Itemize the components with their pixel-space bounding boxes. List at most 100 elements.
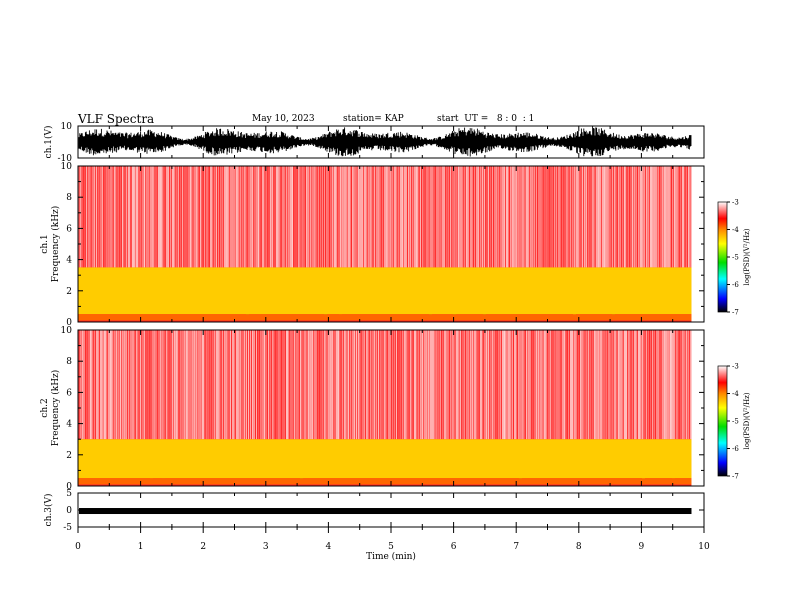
spectrogram-1-speckle [118,166,120,268]
spectrogram-2-speckle [414,330,417,440]
spectrogram-2-speckle [92,330,94,440]
spectrogram-2-speckle [392,330,394,440]
spectrogram-1-speckle [250,166,253,268]
spectrogram-2-speckle [228,330,231,440]
spectrogram-1-speckle [452,166,455,268]
ylabel: ch.3(V) [43,494,54,527]
spectrogram-1-speckle [280,166,282,268]
spectrogram-1-speckle [242,166,244,268]
spectrogram-1-speckle [308,166,310,268]
spectrogram-1-speckle [622,166,624,268]
spectrogram-2-speckle [548,330,551,440]
spectrogram-1-speckle [440,166,442,268]
spectrogram-2-speckle [326,330,329,440]
spectrogram-1-speckle [338,166,341,268]
spectrogram-2-blank [691,330,704,486]
spectrogram-2-speckle [594,330,596,440]
spectrogram-2-speckle [244,330,246,440]
spectrogram-2-speckle [664,330,667,440]
spectrogram-1-speckle [546,166,548,268]
spectrogram-2-speckle [474,330,477,440]
spectrogram-2-speckle [252,330,254,440]
spectrogram-2-band-yellow [78,439,692,479]
waveform-1-trace [78,126,692,157]
xaxis-label: Time (min) [366,551,416,562]
spectrogram-2-speckle [142,330,145,440]
spectrogram-1-speckle [380,166,382,268]
spectrogram-1-speckle [94,166,96,268]
spectrogram-2-speckle [284,330,286,440]
spectrogram-1-speckle [448,166,450,268]
spectrogram-1-speckle [396,166,398,268]
spectrogram-1-speckle [550,166,553,268]
spectrogram-1-speckle [566,166,569,268]
spectrogram-2-speckle [634,330,637,440]
spectrogram-1-speckle [560,166,562,268]
spectrogram-2-speckle [636,330,638,440]
spectrogram-2-speckle [174,330,176,440]
spectrogram-1-speckle [198,166,200,268]
spectrogram-2-speckle [114,330,116,440]
spectrogram-2-speckle [406,330,408,440]
spectrogram-1-speckle [526,166,529,268]
spectrogram-1-speckle [432,166,434,268]
colorbar-tick-label: -7 [732,309,739,317]
spectrogram-1-speckle [374,166,376,268]
ytick-label: -10 [58,154,73,164]
spectrogram-2-speckle [258,330,260,440]
spectrogram-1-speckle [184,166,187,268]
spectrogram-2-speckle [630,330,632,440]
spectrogram-2-speckle [516,330,518,440]
spectrogram-1-speckle [506,166,509,268]
spectrogram-2-speckle [654,330,656,440]
xtick-label: 5 [388,542,394,552]
colorbar-label: log(PSD)(V²/Hz) [743,228,751,285]
spectrogram-1-speckle [244,166,246,268]
spectrogram-2-speckle [204,330,206,440]
spectrogram-1-speckle [416,166,419,268]
spectrogram-2-speckle [264,330,266,440]
spectrogram-2-speckle [360,330,362,440]
spectrogram-1-speckle [436,166,439,268]
spectrogram-1-speckle [688,166,690,268]
spectrogram-1-speckle [120,166,122,268]
ytick-label: 6 [66,388,72,398]
colorbar-tick-label: -3 [732,199,739,207]
spectrogram-2-speckle [188,330,191,440]
spectrogram-1-speckle [570,166,572,268]
spectrogram-1-speckle [584,166,586,268]
spectrogram-1-speckle [388,166,391,268]
spectrogram-1-speckle [136,166,139,268]
spectrogram-1-speckle [486,166,489,268]
spectrogram-2-speckle [308,330,310,440]
spectrogram-2-speckle [362,330,365,440]
spectrogram-2-speckle [210,330,212,440]
spectrogram-1-speckle [394,166,397,268]
spectrogram-2-speckle [658,330,660,440]
spectrogram-1-speckle [562,166,564,268]
spectrogram-2-speckle [132,330,135,440]
spectrogram-1-speckle [686,166,688,268]
spectrogram-1-speckle [322,166,324,268]
spectrogram-2-speckle [192,330,195,440]
spectrogram-2-speckle [404,330,406,440]
spectrogram-1-speckle [542,166,544,268]
spectrogram-2-speckle [116,330,118,440]
spectrogram-2-speckle [542,330,545,440]
spectrogram-1-speckle [254,166,257,268]
spectrogram-2-speckle [312,330,314,440]
spectrogram-2-speckle [494,330,496,440]
spectrogram-2-speckle [296,330,299,440]
colorbar-tick-label: -4 [732,390,739,398]
spectrogram-1-speckle [406,166,408,268]
spectrogram-1-speckle [160,166,163,268]
spectrogram-2-speckle [442,330,444,440]
spectrogram-1-speckle [378,166,380,268]
spectrogram-1-speckle [558,166,561,268]
spectrogram-1-speckle [472,166,474,268]
spectrogram-2-speckle [662,330,665,440]
spectrogram-2-speckle [484,330,487,440]
spectrogram-2-speckle [504,330,506,440]
spectrogram-1-speckle [132,166,135,268]
spectrogram-2-speckle [526,330,528,440]
